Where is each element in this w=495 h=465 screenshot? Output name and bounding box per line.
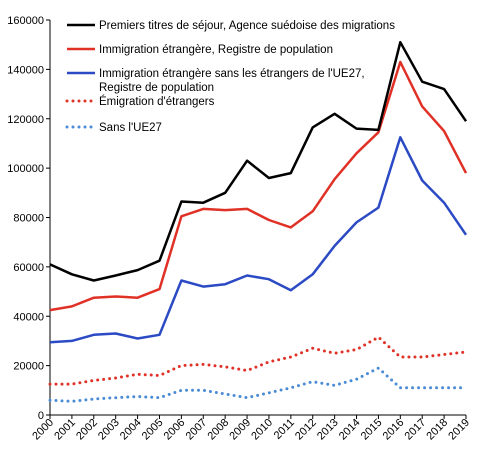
series-line-1: [49, 40, 468, 282]
x-tick-label: 2005: [140, 417, 166, 443]
y-tick-label: 120000: [7, 114, 44, 126]
y-tick-label: 20000: [13, 361, 44, 373]
x-tick-label: 2007: [184, 417, 210, 443]
x-tick-label: 2010: [249, 417, 275, 443]
y-tick-label: 0: [38, 410, 44, 422]
y-tick-label: 60000: [13, 262, 44, 274]
x-tick-label: 2013: [315, 417, 341, 443]
series-line-2: [49, 60, 468, 312]
legend-label-line: Registre de population: [99, 82, 214, 94]
legend: Premiers titres de séjour, Agence suédoi…: [65, 20, 395, 134]
x-tick-label: 2018: [424, 417, 450, 443]
legend-label-line: Immigration étrangère sans les étrangers…: [99, 68, 365, 80]
y-axis-ticks: 0 20000 40000 60000 80000 100000 120000 140000 1…: [7, 15, 50, 422]
x-axis-ticks: 2000200120022003200420052006200720082009…: [30, 415, 472, 442]
series-lines: [48, 40, 468, 403]
x-tick-label: 2012: [293, 417, 319, 443]
legend-label-4: Émigration d'étrangers: [99, 95, 215, 108]
series-line-3: [49, 136, 468, 344]
x-tick-label: 2001: [52, 417, 78, 443]
y-tick-label: 160000: [7, 15, 44, 27]
x-tick-label: 2002: [74, 417, 100, 443]
legend-label-3: Immigration étrangère sans les étrangers…: [99, 68, 365, 94]
x-tick-label: 2015: [359, 417, 385, 443]
y-tick-label: 40000: [13, 311, 44, 323]
x-tick-label: 2006: [162, 417, 188, 443]
x-tick-label: 2017: [403, 417, 429, 443]
legend-label-5: Sans l'UE27: [99, 122, 162, 134]
x-tick-label: 2014: [337, 417, 363, 443]
legend-label-1: Premiers titres de séjour, Agence suédoi…: [99, 20, 395, 32]
x-tick-label: 2016: [381, 417, 407, 443]
y-tick-label: 80000: [13, 213, 44, 225]
series-line-4: [48, 335, 468, 386]
x-tick-label: 2000: [30, 417, 56, 443]
x-tick-label: 2011: [272, 417, 297, 442]
x-tick-label: 2019: [446, 417, 472, 443]
x-tick-label: 2003: [96, 417, 122, 443]
x-tick-label: 2009: [227, 417, 253, 443]
x-tick-label: 2008: [205, 417, 231, 443]
series-line-5: [48, 366, 468, 403]
legend-label-2: Immigration étrangère, Registre de popul…: [99, 44, 333, 56]
x-tick-label: 2004: [118, 417, 144, 443]
y-tick-label: 100000: [7, 163, 44, 175]
y-tick-label: 140000: [7, 64, 44, 76]
